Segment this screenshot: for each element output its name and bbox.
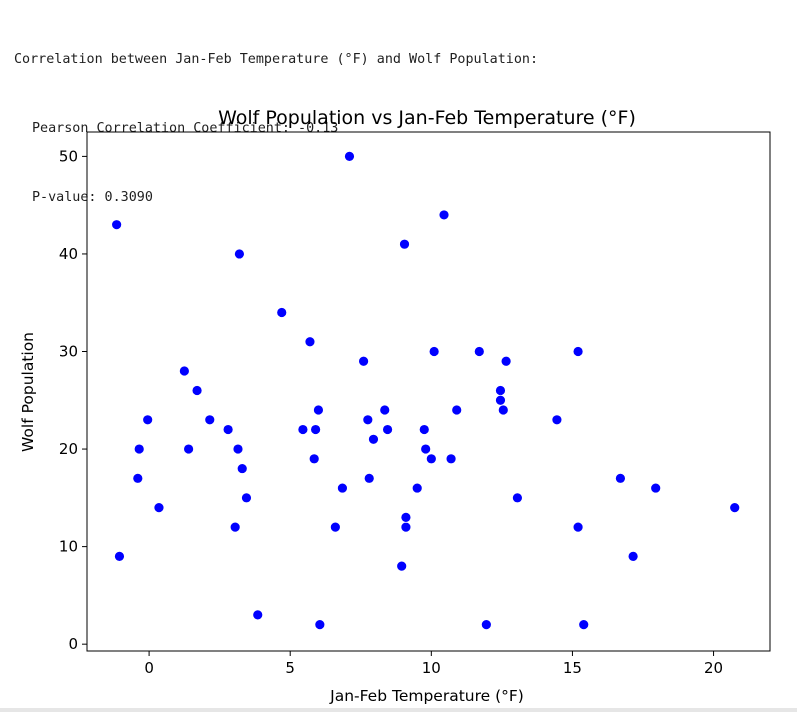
- data-point: [473, 346, 485, 357]
- data-point: [313, 404, 324, 416]
- data-point: [314, 619, 326, 631]
- data-point: [451, 404, 463, 416]
- data-point: [500, 355, 512, 367]
- data-point: [308, 453, 320, 465]
- data-point: [480, 619, 492, 631]
- data-point: [650, 482, 662, 494]
- data-point: [495, 394, 506, 406]
- x-tick-label: 15: [563, 659, 582, 677]
- y-tick-label: 10: [59, 538, 78, 556]
- data-point: [191, 385, 203, 396]
- plot-area-frame: [86, 131, 771, 652]
- data-point: [425, 453, 437, 465]
- data-point: [445, 453, 457, 465]
- data-point: [236, 463, 248, 474]
- output-heading: Correlation between Jan-Feb Temperature …: [14, 52, 539, 67]
- data-point: [400, 521, 412, 533]
- data-point: [204, 414, 216, 426]
- data-point: [363, 472, 375, 484]
- data-point: [304, 336, 316, 348]
- p-value-line: P-value: 0.3090: [32, 190, 153, 205]
- data-point: [142, 414, 154, 426]
- data-point: [222, 424, 234, 435]
- data-point: [382, 424, 393, 435]
- data-point: [438, 209, 450, 221]
- y-tick-label: 50: [59, 147, 78, 165]
- data-point: [232, 443, 244, 455]
- data-point: [551, 414, 563, 426]
- data-point: [578, 619, 590, 631]
- data-point: [111, 219, 123, 231]
- data-point: [368, 433, 379, 445]
- y-axis-ticks: 0 10 20 30 40 50: [59, 147, 87, 653]
- x-tick-label: 10: [422, 659, 441, 677]
- data-point: [337, 482, 348, 494]
- data-point: [418, 424, 430, 435]
- data-point: [229, 521, 241, 533]
- y-tick-label: 40: [59, 245, 78, 263]
- data-point: [310, 424, 322, 435]
- x-axis-ticks: 0 5 10 15 20: [144, 651, 723, 677]
- data-point: [729, 502, 741, 513]
- data-point: [411, 482, 423, 494]
- data-point: [512, 492, 523, 504]
- data-point: [358, 355, 369, 367]
- data-point: [420, 443, 432, 455]
- x-tick-label: 0: [144, 659, 154, 677]
- data-point: [379, 404, 391, 416]
- x-tick-label: 20: [704, 659, 723, 677]
- data-point: [400, 511, 412, 523]
- y-axis-label: Wolf Population: [19, 332, 37, 452]
- data-point: [153, 502, 165, 513]
- data-point: [497, 404, 509, 416]
- data-point: [344, 150, 355, 162]
- data-point: [627, 550, 639, 562]
- data-point: [495, 385, 506, 396]
- data-point: [241, 492, 252, 504]
- x-axis-label: Jan-Feb Temperature (°F): [329, 687, 524, 705]
- data-point: [183, 443, 195, 455]
- chart-title: Wolf Population vs Jan-Feb Temperature (…: [218, 107, 636, 129]
- data-point: [572, 521, 584, 533]
- x-tick-label: 5: [285, 659, 295, 677]
- data-point: [133, 443, 145, 455]
- data-point: [252, 609, 264, 621]
- data-point: [329, 521, 341, 533]
- data-point: [234, 248, 245, 260]
- console-output: Correlation between Jan-Feb Temperature …: [14, 2, 538, 232]
- data-point: [362, 414, 374, 426]
- data-point: [132, 472, 144, 484]
- y-tick-label: 30: [59, 343, 78, 361]
- scatter-points: [111, 150, 741, 631]
- data-point: [178, 365, 190, 377]
- y-tick-label: 0: [68, 635, 78, 653]
- bottom-divider: [0, 708, 797, 712]
- y-tick-label: 20: [59, 440, 78, 458]
- data-point: [572, 346, 584, 357]
- data-point: [396, 560, 408, 572]
- data-point: [399, 238, 410, 250]
- data-point: [297, 424, 309, 435]
- data-point: [114, 550, 125, 562]
- data-point: [615, 472, 626, 484]
- data-point: [428, 346, 440, 357]
- data-point: [276, 307, 288, 318]
